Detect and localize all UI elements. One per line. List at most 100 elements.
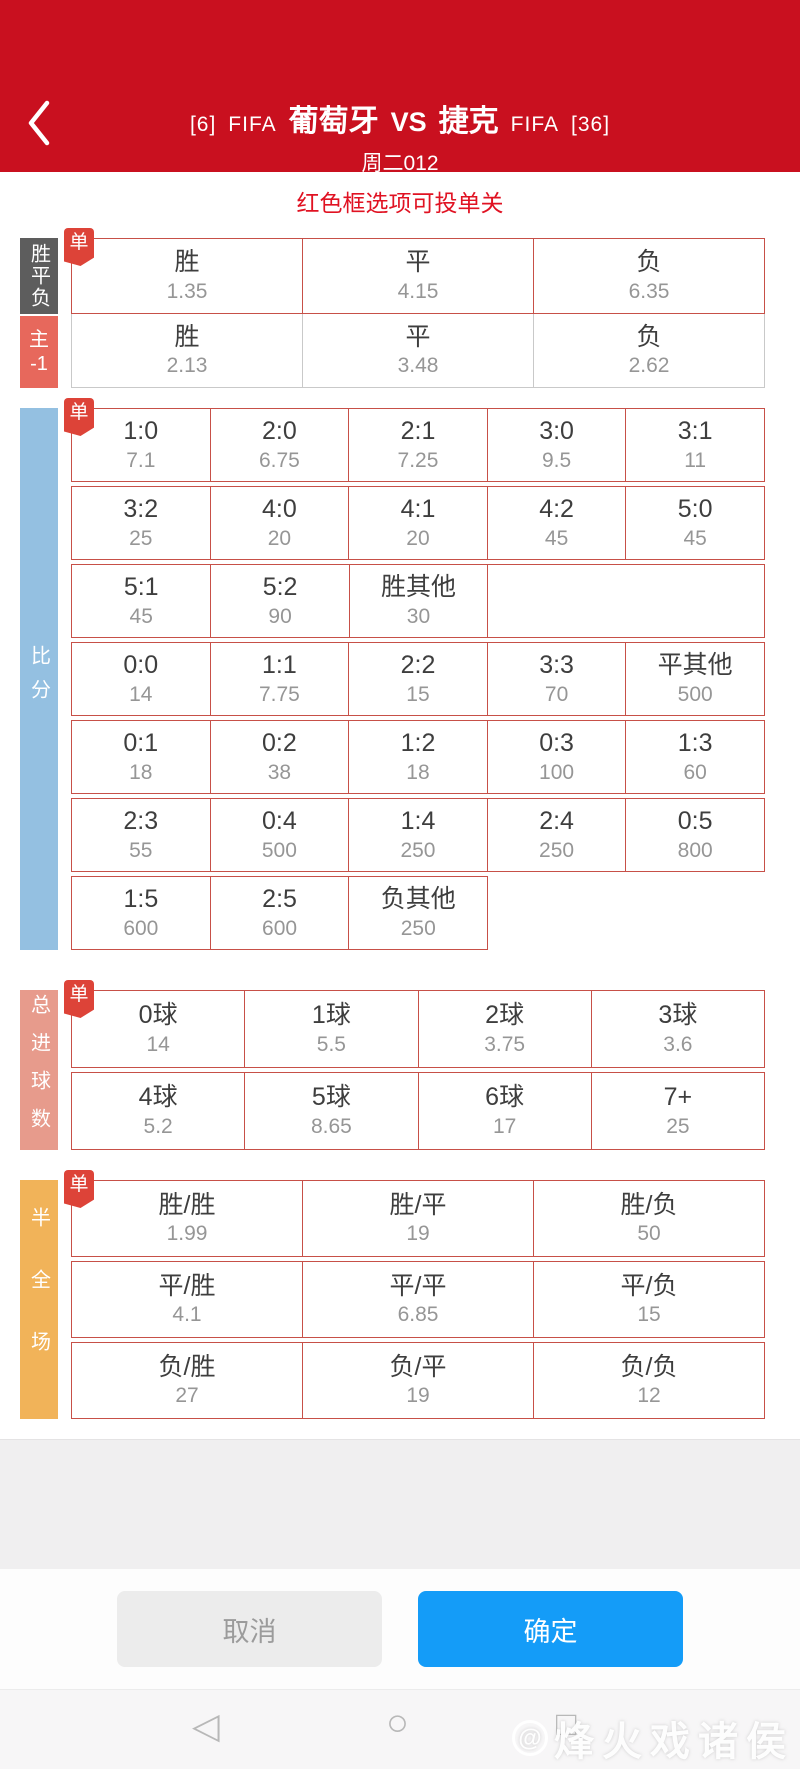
cancel-button[interactable]: 取消	[117, 1591, 382, 1667]
odds-cell-lose[interactable]: 负 6.35	[533, 239, 764, 313]
sidebar-wdl-label: 胜平负	[27, 243, 50, 309]
odds-cell[interactable]: 2:4 250	[486, 799, 626, 871]
odds-label: 1:2	[400, 729, 436, 758]
odds-value: 18	[406, 760, 430, 784]
odds-cell[interactable]: 胜/胜 1.99	[72, 1181, 302, 1256]
odds-value: 250	[539, 838, 575, 862]
score-row: 1:5 600 2:5 600 负其他 250	[71, 876, 489, 950]
away-league: FIFA	[510, 113, 560, 136]
odds-cell[interactable]: 1:2 18	[348, 721, 487, 793]
odds-cell[interactable]: 胜其他 30	[348, 565, 487, 637]
odds-cell-draw[interactable]: 平 4.15	[302, 239, 533, 313]
odds-cell[interactable]: 负/负 12	[533, 1343, 764, 1418]
odds-cell[interactable]: 3:0 9.5	[486, 409, 626, 481]
odds-cell[interactable]: 3:2 25	[72, 487, 210, 559]
odds-cell[interactable]: 3球 3.6	[590, 991, 764, 1067]
sidebar-score-label: 比分	[27, 645, 50, 713]
odds-value: 70	[544, 682, 569, 706]
android-nav-bar: ◁ ○ □ @ 烽火戏诸侯	[0, 1689, 800, 1769]
nav-back-icon[interactable]: ◁	[192, 1705, 220, 1746]
odds-cell[interactable]: 0:0 14	[72, 643, 210, 715]
odds-cell[interactable]: 2球 3.75	[417, 991, 591, 1067]
odds-cell[interactable]: 0:4 500	[209, 799, 349, 871]
odds-cell-hwin[interactable]: 胜 2.13	[72, 314, 302, 387]
odds-label: 5:2	[262, 573, 298, 602]
odds-label: 胜/负	[620, 1190, 678, 1219]
odds-cell[interactable]: 平/负 15	[533, 1262, 764, 1337]
odds-cell[interactable]: 5:0 45	[625, 487, 764, 559]
odds-cell[interactable]: 1:4 250	[348, 799, 487, 871]
odds-value: 55	[129, 838, 153, 862]
odds-cell[interactable]: 平/平 6.85	[302, 1262, 533, 1337]
odds-cell[interactable]: 平其他 500	[625, 643, 764, 715]
odds-cell[interactable]: 4球 5.2	[72, 1073, 244, 1149]
odds-cell[interactable]: 负/平 19	[302, 1343, 533, 1418]
action-bar: 取消 确定	[0, 1569, 800, 1689]
odds-label: 负/胜	[158, 1352, 216, 1381]
odds-value: 15	[406, 682, 430, 706]
odds-label: 平其他	[657, 651, 733, 680]
odds-label: 2:2	[400, 651, 436, 680]
odds-cell[interactable]: 1:3 60	[625, 721, 764, 793]
confirm-button[interactable]: 确定	[418, 1591, 683, 1667]
odds-cell[interactable]: 胜/负 50	[533, 1181, 764, 1256]
odds-cell[interactable]: 1:5 600	[72, 877, 210, 949]
single-bet-badge: 单	[64, 980, 94, 1018]
odds-cell[interactable]: 0:1 18	[72, 721, 210, 793]
odds-cell[interactable]: 0:3 100	[486, 721, 626, 793]
odds-cell[interactable]: 3:3 70	[486, 643, 626, 715]
score-row: 3:2 25 4:0 20 4:1 20 4:2 45 5:0 45	[71, 486, 765, 560]
odds-cell[interactable]: 2:2 15	[348, 643, 487, 715]
odds-cell[interactable]: 负/胜 27	[72, 1343, 302, 1418]
odds-label: 胜	[174, 248, 200, 277]
odds-cell[interactable]: 0:2 38	[209, 721, 349, 793]
back-button[interactable]	[24, 98, 54, 148]
odds-cell[interactable]: 胜/平 19	[302, 1181, 533, 1256]
odds-cell[interactable]: 2:5 600	[209, 877, 349, 949]
odds-value: 3.6	[663, 1032, 693, 1056]
odds-cell[interactable]: 7+ 25	[590, 1073, 764, 1149]
odds-cell[interactable]: 1:0 7.1	[72, 409, 210, 481]
odds-cell[interactable]: 2:0 6.75	[209, 409, 349, 481]
odds-cell[interactable]: 1球 5.5	[244, 991, 417, 1067]
watermark-text: 烽火戏诸侯	[554, 1720, 794, 1764]
odds-cell[interactable]: 0:5 800	[625, 799, 764, 871]
odds-cell-hlose[interactable]: 负 2.62	[533, 314, 764, 387]
odds-label: 1:4	[400, 807, 436, 836]
odds-cell[interactable]: 5球 8.65	[244, 1073, 417, 1149]
odds-cell-hdraw[interactable]: 平 3.48	[302, 314, 533, 387]
odds-value: 500	[677, 682, 713, 706]
odds-value: 8.65	[310, 1114, 352, 1138]
odds-cell[interactable]: 4:1 20	[348, 487, 487, 559]
nav-home-icon[interactable]: ○	[386, 1702, 409, 1744]
htft-row: 平/胜 4.1 平/平 6.85 平/负 15	[71, 1261, 765, 1338]
odds-label: 3:0	[539, 417, 574, 446]
odds-value: 38	[267, 760, 292, 784]
nav-recents-icon[interactable]: □	[556, 1705, 577, 1743]
home-match-number: [6]	[189, 113, 217, 136]
handicap-main-label: 主	[29, 329, 49, 351]
odds-cell[interactable]: 5:2 90	[210, 565, 348, 637]
odds-cell[interactable]: 4:0 20	[209, 487, 349, 559]
section-total-goals: 总进球数 单 0球 14 1球 5.5 2球 3.75 3球 3.6	[20, 980, 765, 1150]
odds-label: 1:0	[123, 417, 159, 446]
odds-value: 5.5	[316, 1032, 346, 1056]
odds-cell[interactable]: 2:1 7.25	[348, 409, 487, 481]
odds-value: 7.1	[126, 448, 156, 472]
odds-value: 18	[129, 760, 153, 784]
odds-cell[interactable]: 1:1 7.75	[209, 643, 349, 715]
odds-cell[interactable]: 5:1 45	[72, 565, 210, 637]
odds-value: 600	[123, 916, 159, 940]
odds-cell[interactable]: 负其他 250	[348, 877, 487, 949]
odds-cell[interactable]: 2:3 55	[72, 799, 210, 871]
odds-cell[interactable]: 平/胜 4.1	[72, 1262, 302, 1337]
odds-label: 1:3	[677, 729, 713, 758]
odds-cell[interactable]: 4:2 45	[486, 487, 626, 559]
match-title: [6] FIFA 葡萄牙 VS 捷克 FIFA [36]	[0, 0, 800, 140]
odds-cell[interactable]: 6球 17	[417, 1073, 591, 1149]
odds-cell-win[interactable]: 胜 1.35	[72, 239, 302, 313]
odds-cell[interactable]: 3:1 11	[625, 409, 764, 481]
app-header: [6] FIFA 葡萄牙 VS 捷克 FIFA [36] 周二012	[0, 0, 800, 175]
odds-cell[interactable]: 0球 14	[72, 991, 244, 1067]
odds-label: 负	[636, 248, 662, 277]
